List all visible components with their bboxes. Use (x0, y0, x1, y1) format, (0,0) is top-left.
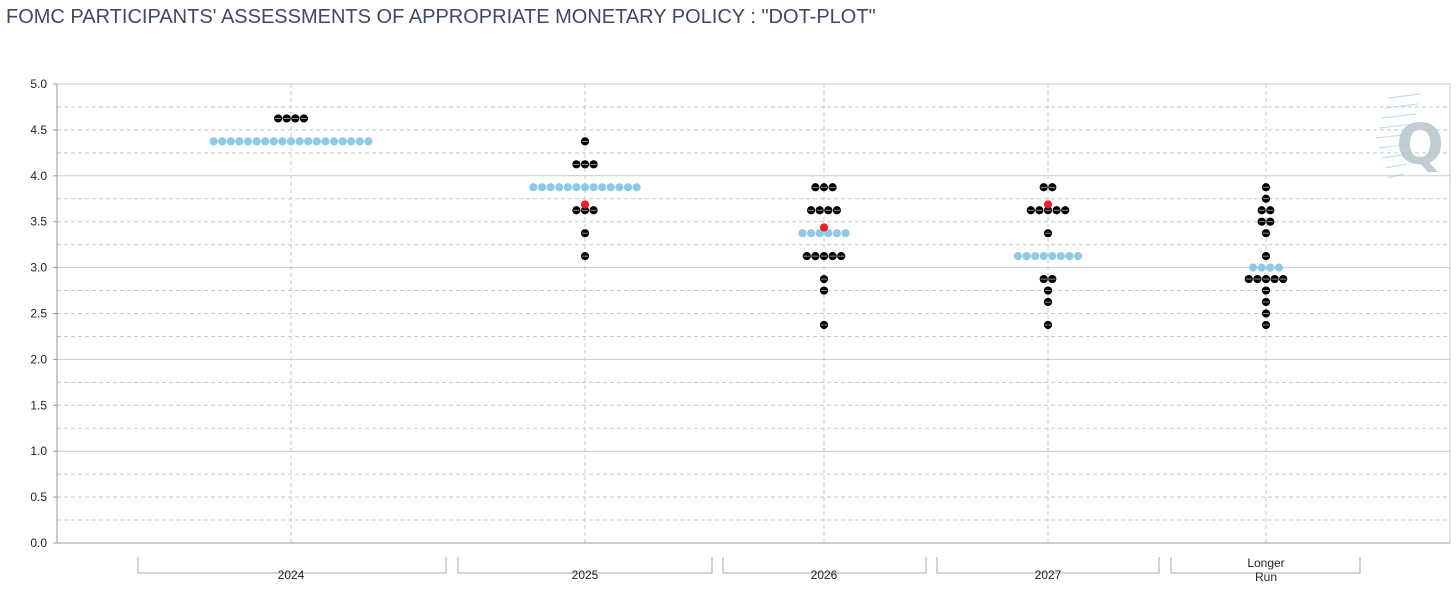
axis-layer: 0.0 0.5 1.0 1.5 2.0 2.5 3.0 3.5 4.0 4.5 5.0 2024 202… (30, 77, 1451, 584)
y-tick-label: 3.5 (30, 215, 47, 229)
data-point (819, 223, 829, 232)
x-category-label: 2027 (1035, 568, 1062, 582)
data-point (824, 229, 833, 238)
data-point (1266, 263, 1275, 272)
category-bracket (137, 557, 447, 574)
grid-layer (57, 83, 1450, 544)
data-point (598, 183, 607, 192)
watermark-streak (1381, 113, 1417, 119)
watermark-logo: Q (1375, 93, 1444, 179)
dots-layer (209, 114, 1288, 330)
data-point (269, 137, 278, 146)
y-tick-label: 3.0 (30, 261, 47, 275)
q-logo-icon: Q (1396, 113, 1444, 178)
x-category-label: 2025 (572, 568, 599, 582)
x-category-label: Longer (1247, 556, 1284, 570)
category-bracket (1170, 557, 1361, 574)
category-bracket (457, 557, 713, 574)
data-point (355, 137, 364, 146)
data-point (329, 137, 339, 146)
watermark-streak (1387, 93, 1421, 99)
data-point (841, 229, 850, 238)
data-point (815, 229, 824, 238)
watermark-streak (1384, 103, 1419, 109)
data-point (832, 229, 842, 238)
data-point (1065, 252, 1074, 261)
watermark-streak (1375, 133, 1413, 139)
y-tick-label: 0.0 (30, 536, 47, 550)
data-point (286, 137, 296, 146)
watermark-streak (1384, 163, 1407, 169)
data-point (537, 183, 547, 192)
data-point (563, 183, 572, 192)
data-point (243, 137, 253, 146)
data-point (1022, 252, 1031, 261)
watermark-streak (1387, 173, 1405, 179)
data-point (1257, 263, 1266, 272)
data-point (261, 137, 270, 146)
chart-title: FOMC PARTICIPANTS' ASSESSMENTS OF APPROP… (6, 6, 876, 28)
data-point (572, 183, 581, 192)
data-point (1249, 263, 1258, 272)
y-tick-label: 2.0 (30, 352, 47, 366)
y-tick-label: 2.5 (30, 307, 47, 321)
data-point (1056, 252, 1065, 261)
data-point (338, 137, 347, 146)
watermark-streak (1378, 123, 1415, 129)
y-tick-label: 1.5 (30, 398, 47, 412)
data-point (252, 137, 261, 146)
data-point (529, 183, 538, 192)
y-tick-label: 0.5 (30, 490, 47, 504)
data-point (1013, 252, 1023, 261)
data-point (1074, 252, 1083, 261)
x-category-label: 2024 (278, 568, 305, 582)
data-point (589, 183, 598, 192)
data-point (347, 137, 356, 146)
data-point (546, 183, 555, 192)
data-point (226, 137, 235, 146)
data-point (555, 183, 564, 192)
data-point (364, 137, 373, 146)
data-point (632, 183, 641, 192)
x-category-label: Run (1255, 570, 1277, 584)
y-tick-label: 1.0 (30, 444, 47, 458)
data-point (615, 183, 624, 192)
data-point (798, 229, 807, 238)
data-point (807, 229, 816, 238)
data-point (1039, 252, 1048, 261)
data-point (580, 200, 590, 209)
data-point (1031, 252, 1040, 261)
watermark-streak (1378, 143, 1411, 149)
data-point (321, 137, 330, 146)
data-point (295, 137, 304, 146)
category-bracket (936, 557, 1160, 574)
data-point (304, 137, 313, 146)
x-category-label: 2026 (811, 568, 838, 582)
y-tick-label: 4.0 (30, 169, 47, 183)
data-point (580, 183, 590, 192)
data-point (218, 137, 227, 146)
data-point (606, 183, 615, 192)
data-point (1048, 252, 1057, 261)
category-bracket (722, 557, 927, 574)
data-point (623, 183, 633, 192)
data-point (278, 137, 287, 146)
data-point (235, 137, 244, 146)
y-tick-label: 4.5 (30, 123, 47, 137)
data-point (1274, 263, 1283, 272)
data-point (312, 137, 321, 146)
data-point (209, 137, 218, 146)
watermark-streak (1381, 153, 1409, 159)
data-point (1043, 200, 1053, 209)
y-tick-label: 5.0 (30, 77, 47, 91)
